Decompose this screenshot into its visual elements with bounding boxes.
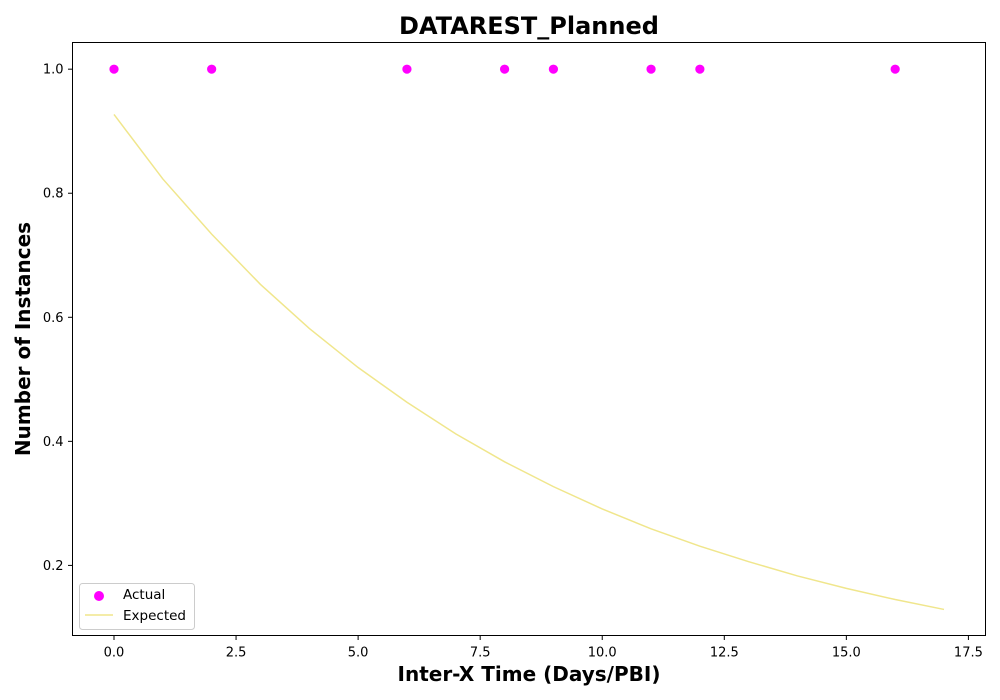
x-tick-label: 10.0 xyxy=(588,646,617,661)
data-point-actual xyxy=(109,64,119,74)
y-axis-title: Number of Instances xyxy=(11,222,35,456)
y-axis: 0.2 0.4 0.6 0.8 1.0 xyxy=(43,63,73,574)
data-point-actual xyxy=(402,64,412,74)
y-tick-label: 0.8 xyxy=(43,187,64,202)
x-tick-label: 2.5 xyxy=(226,646,247,661)
y-tick-label: 0.4 xyxy=(43,435,64,450)
x-tick-label: 15.0 xyxy=(832,646,861,661)
x-axis-title: Inter-X Time (Days/PBI) xyxy=(398,662,661,686)
data-point-actual xyxy=(890,64,900,74)
series-line-expected xyxy=(113,113,945,611)
x-tick-label: 7.5 xyxy=(470,646,491,661)
legend-label-expected: Expected xyxy=(123,608,186,624)
chart-title: DATAREST_Planned xyxy=(399,12,659,40)
data-point-actual xyxy=(499,64,510,74)
legend-label-actual: Actual xyxy=(123,587,165,603)
x-tick-label: 12.5 xyxy=(710,646,739,661)
x-tick-label: 0.0 xyxy=(104,646,125,661)
plot-area xyxy=(109,64,945,611)
data-point-actual xyxy=(207,64,217,74)
data-point-actual xyxy=(548,64,559,74)
legend: Actual Expected xyxy=(79,583,195,630)
y-tick-label: 1.0 xyxy=(43,63,64,78)
y-tick-label: 0.6 xyxy=(43,311,64,326)
data-point-actual xyxy=(695,64,705,74)
legend-frame xyxy=(79,583,195,630)
x-tick-label: 5.0 xyxy=(348,646,369,661)
plot-frame xyxy=(72,42,986,636)
legend-marker-actual xyxy=(94,591,104,601)
data-point-actual xyxy=(646,64,656,74)
x-axis: 0.0 2.5 5.0 7.5 10.0 12.5 15.0 17.5 xyxy=(104,635,983,661)
x-tick-label: 17.5 xyxy=(954,646,983,661)
y-tick-label: 0.2 xyxy=(43,559,64,574)
